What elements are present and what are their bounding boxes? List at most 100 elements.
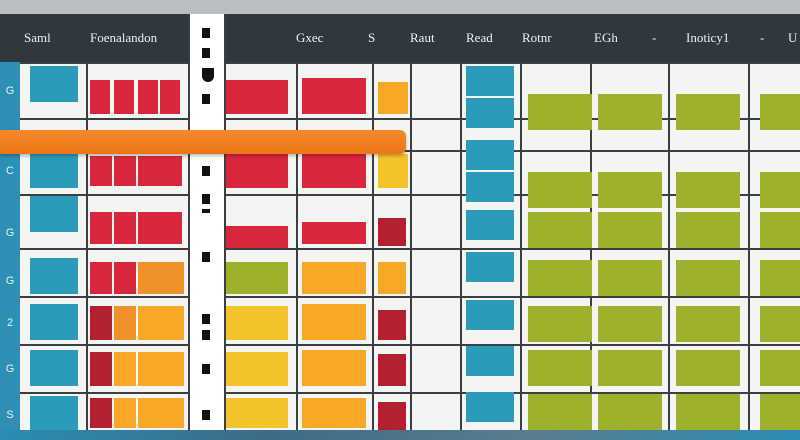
header-item-12[interactable]: U <box>788 30 798 45</box>
cell-red[interactable] <box>90 156 112 186</box>
cell-red[interactable] <box>90 80 110 114</box>
cell-olive[interactable] <box>598 350 662 386</box>
cell-olive[interactable] <box>598 94 662 130</box>
cell-olive[interactable] <box>528 306 592 342</box>
header-item-4[interactable]: S <box>368 30 376 45</box>
row-label-1[interactable]: G <box>5 85 15 97</box>
cell-red[interactable] <box>114 212 136 244</box>
cell-yellow[interactable] <box>224 306 288 340</box>
cell-olive[interactable] <box>760 172 800 208</box>
row-label-2[interactable]: C <box>6 165 14 177</box>
cell-olive[interactable] <box>760 350 800 386</box>
cell-red[interactable] <box>138 80 158 114</box>
cell-olive[interactable] <box>528 394 592 430</box>
cell-red[interactable] <box>90 212 112 244</box>
cell-yellow[interactable] <box>224 352 288 386</box>
cell-amber[interactable] <box>138 306 184 340</box>
cell-red[interactable] <box>224 154 288 188</box>
highlight-bar[interactable] <box>0 130 406 154</box>
cell-olive[interactable] <box>528 260 592 296</box>
header-item-7[interactable]: Rotnr <box>522 30 552 45</box>
cell-red[interactable] <box>90 262 112 294</box>
cell-olive[interactable] <box>676 394 740 430</box>
header-item-5[interactable]: Raut <box>410 30 435 45</box>
divider-column[interactable] <box>188 14 226 432</box>
row-label-5[interactable]: 2 <box>6 317 14 329</box>
cell-crimson[interactable] <box>378 402 406 430</box>
cell-red[interactable] <box>114 80 134 114</box>
cell-red[interactable] <box>138 212 160 244</box>
cell-amber[interactable] <box>138 352 184 386</box>
cell-olive[interactable] <box>598 260 662 296</box>
cell-red[interactable] <box>114 262 136 294</box>
cell-amber[interactable] <box>302 350 366 386</box>
cell-olive[interactable] <box>676 350 740 386</box>
cell-teal[interactable] <box>30 152 78 188</box>
cell-amber[interactable] <box>302 398 366 428</box>
cell-olive[interactable] <box>676 306 740 342</box>
cell-olive[interactable] <box>760 306 800 342</box>
cell-crimson[interactable] <box>378 218 406 246</box>
cell-red[interactable] <box>114 156 136 186</box>
cell-red[interactable] <box>302 222 366 244</box>
cell-olive[interactable] <box>528 212 592 248</box>
cell-crimson[interactable] <box>378 354 406 386</box>
cell-olive[interactable] <box>224 262 288 294</box>
cell-olive[interactable] <box>598 306 662 342</box>
cell-amber[interactable] <box>138 398 184 428</box>
cell-olive[interactable] <box>760 260 800 296</box>
cell-teal[interactable] <box>466 98 514 128</box>
cell-olive[interactable] <box>760 394 800 430</box>
cell-red[interactable] <box>138 156 160 186</box>
header-item-9[interactable]: - <box>652 30 657 45</box>
cell-crimson[interactable] <box>90 352 112 386</box>
cell-teal[interactable] <box>466 252 514 282</box>
cell-red[interactable] <box>224 80 288 114</box>
cell-teal[interactable] <box>466 210 514 240</box>
cell-teal[interactable] <box>30 396 78 432</box>
header-item-6[interactable]: Read <box>466 30 493 45</box>
cell-olive[interactable] <box>760 212 800 248</box>
cell-olive[interactable] <box>598 172 662 208</box>
cell-teal[interactable] <box>30 304 78 340</box>
cell-olive[interactable] <box>676 94 740 130</box>
row-label-3[interactable]: G <box>5 227 15 239</box>
cell-olive[interactable] <box>598 212 662 248</box>
header-item-8[interactable]: EGh <box>594 30 618 45</box>
cell-teal[interactable] <box>466 66 514 96</box>
cell-red[interactable] <box>160 156 182 186</box>
cell-olive[interactable] <box>676 212 740 248</box>
cell-amber[interactable] <box>378 82 408 114</box>
cell-red[interactable] <box>224 226 288 248</box>
cell-crimson[interactable] <box>378 310 406 340</box>
row-label-7[interactable]: S <box>6 409 14 421</box>
cell-olive[interactable] <box>676 260 740 296</box>
cell-amber[interactable] <box>378 262 406 294</box>
cell-amber[interactable] <box>114 398 136 428</box>
cell-amber[interactable] <box>302 262 366 294</box>
row-label-4[interactable]: G <box>5 275 15 287</box>
cell-teal[interactable] <box>30 66 78 102</box>
cell-red[interactable] <box>302 154 366 188</box>
cell-yellow[interactable] <box>224 398 288 428</box>
cell-orange[interactable] <box>114 306 136 340</box>
cell-amber[interactable] <box>114 352 136 386</box>
cell-orange[interactable] <box>138 262 184 294</box>
header-item-2[interactable]: Foenalandon <box>90 30 158 45</box>
cell-olive[interactable] <box>528 94 592 130</box>
cell-olive[interactable] <box>528 350 592 386</box>
cell-red[interactable] <box>160 212 182 244</box>
cell-teal[interactable] <box>466 392 514 422</box>
cell-olive[interactable] <box>598 394 662 430</box>
cell-teal[interactable] <box>466 172 514 202</box>
cell-teal[interactable] <box>30 350 78 386</box>
row-label-6[interactable]: G <box>5 363 15 375</box>
cell-red[interactable] <box>160 80 180 114</box>
cell-teal[interactable] <box>466 300 514 330</box>
header-item-10[interactable]: Inoticy1 <box>686 30 730 45</box>
cell-crimson[interactable] <box>90 306 112 340</box>
cell-olive[interactable] <box>528 172 592 208</box>
cell-yellow[interactable] <box>378 154 408 188</box>
header-item-11[interactable]: - <box>760 30 765 45</box>
cell-teal[interactable] <box>30 196 78 232</box>
